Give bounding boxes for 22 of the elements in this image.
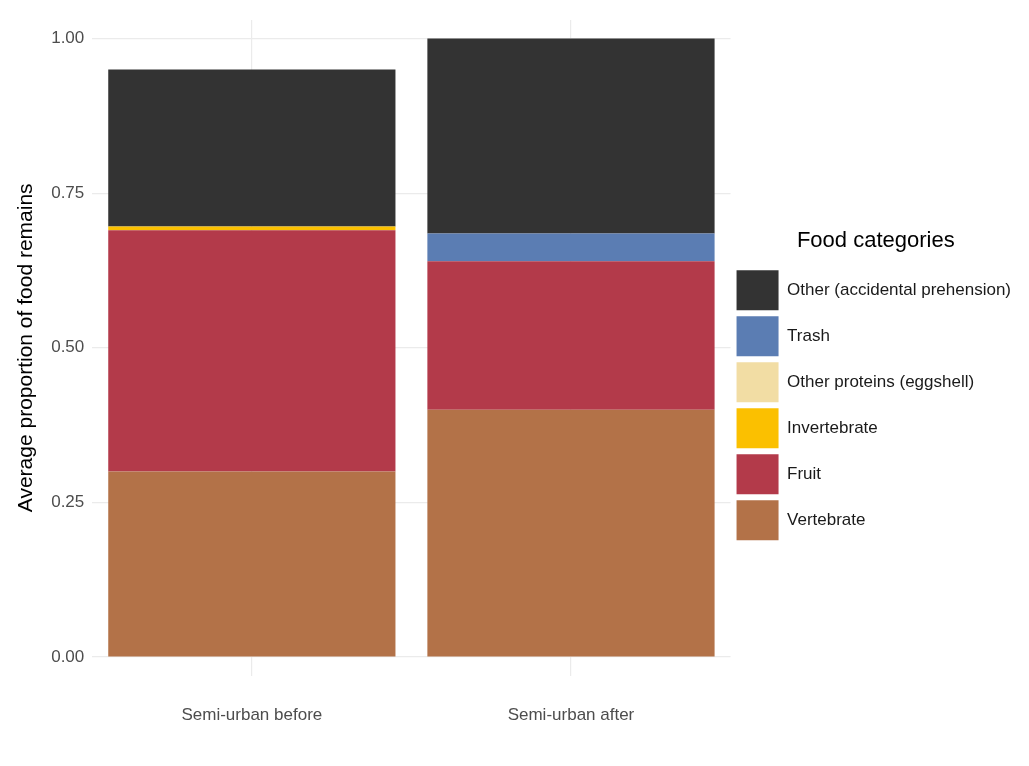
- bar: [427, 233, 715, 262]
- bar: [108, 471, 396, 657]
- bar: [427, 409, 715, 657]
- y-tick-label: 0.25: [51, 492, 85, 512]
- legend-label: Trash: [787, 325, 830, 345]
- y-tick-label: 0.00: [51, 646, 85, 666]
- bar: [427, 261, 715, 410]
- y-tick-label: 1.00: [51, 28, 85, 48]
- legend-title: Food categories: [796, 226, 955, 252]
- legend-label: Other (accidental prehension): [787, 279, 1012, 299]
- y-axis-title: Average proportion of food remains: [13, 183, 37, 513]
- legend-label: Invertebrate: [787, 417, 878, 437]
- x-tick-label: Semi-urban after: [507, 705, 635, 725]
- y-tick-label: 0.75: [51, 182, 85, 202]
- x-tick-label: Semi-urban before: [181, 705, 323, 725]
- legend-label: Fruit: [787, 463, 822, 483]
- bar: [427, 38, 715, 234]
- legend-label: Other proteins (eggshell): [787, 371, 975, 391]
- legend-label: Vertebrate: [787, 509, 866, 529]
- y-tick-label: 0.50: [51, 337, 85, 357]
- bar: [108, 230, 396, 472]
- bar: [108, 69, 396, 227]
